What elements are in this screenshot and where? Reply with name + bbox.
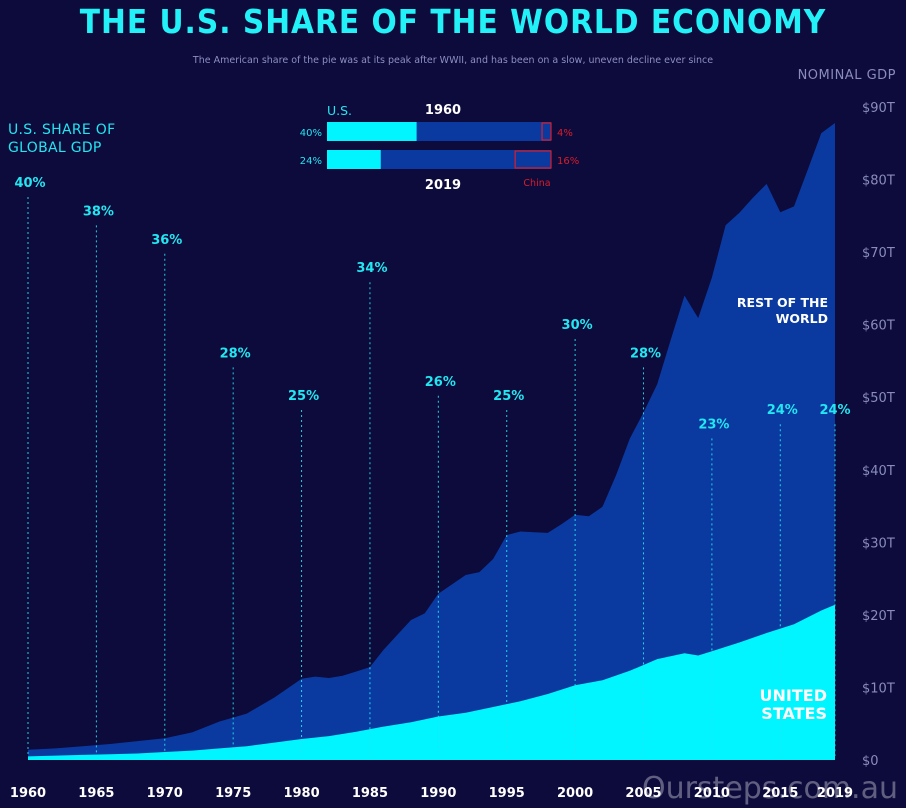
y-tick-label: $50T [862, 391, 895, 406]
inset-china-pct: 4% [557, 128, 573, 139]
x-tick-label: 1980 [283, 786, 319, 801]
x-tick-label: 1970 [147, 786, 183, 801]
share-label: 23% [698, 417, 729, 432]
y-tick-label: $90T [862, 101, 895, 116]
share-label: 26% [425, 375, 456, 390]
inset-year-1960: 1960 [425, 103, 461, 118]
united-states-label-line2: STATES [761, 704, 827, 723]
chart-text: 40% 38% 36% 28% 25% 34% 26% 25% 30% 28% 23% 24% 24% 1… [10, 101, 895, 801]
x-tick-label: 1990 [420, 786, 456, 801]
share-label: 30% [562, 318, 593, 333]
y-tick-label: $80T [862, 174, 895, 189]
area-layer [28, 123, 835, 760]
watermark-text: Oursteps.com.au [641, 771, 898, 806]
share-label: 24% [819, 403, 850, 418]
chart-subtitle: The American share of the pie was at its… [192, 55, 714, 66]
x-tick-label: 2005 [625, 786, 661, 801]
y-tick-label: $0 [862, 754, 879, 769]
x-tick-label: 1960 [10, 786, 46, 801]
y-tick-label: $10T [862, 681, 895, 696]
inset-china-pct: 16% [557, 156, 579, 167]
y-tick-label: $20T [862, 609, 895, 624]
left-axis-title: U.S. SHARE OF GLOBAL GDP [8, 122, 116, 156]
y-tick-label: $30T [862, 536, 895, 551]
united-states-label-line1: UNITED [760, 686, 827, 705]
share-label: 24% [767, 403, 798, 418]
inset-us-pct: 24% [300, 156, 322, 167]
inset-us-bar [327, 122, 417, 141]
x-tick-label: 1965 [78, 786, 114, 801]
right-axis-title: NOMINAL GDP [797, 68, 896, 83]
inset-us-pct: 40% [300, 128, 322, 139]
share-label: 38% [83, 204, 114, 219]
share-guides [27, 197, 836, 756]
x-tick-label: 1995 [489, 786, 525, 801]
inset-comparison-bars: U.S. 40% 4% 24% 16% 1960 2019 China [300, 103, 579, 193]
share-label: 40% [14, 176, 45, 191]
x-tick-label: 2000 [557, 786, 593, 801]
inset-china-box [541, 122, 552, 141]
inset-china-label: China [523, 178, 550, 189]
inset-us-bar [327, 150, 381, 169]
x-tick-label: 1975 [215, 786, 251, 801]
united-states-area [28, 604, 835, 760]
x-tick-label: 2010 [694, 786, 730, 801]
share-label: 25% [288, 389, 319, 404]
rest-of-world-label-line2: WORLD [776, 311, 828, 326]
x-tick-label: 2015 [762, 786, 798, 801]
share-label: 28% [630, 346, 661, 361]
share-label: 25% [493, 389, 524, 404]
inset-world-bar [327, 150, 551, 169]
y-tick-label: $40T [862, 464, 895, 479]
inset-china-box [514, 150, 552, 169]
y-tick-label: $70T [862, 246, 895, 261]
share-label: 28% [220, 346, 251, 361]
share-label: 34% [356, 261, 387, 276]
y-tick-label: $60T [862, 319, 895, 334]
x-tick-label: 1985 [352, 786, 388, 801]
chart-title: THE U.S. SHARE OF THE WORLD ECONOMY [79, 2, 827, 41]
rest-of-world-area [28, 123, 835, 760]
inset-us-header: U.S. [327, 103, 352, 118]
inset-year-2019: 2019 [425, 178, 461, 193]
x-tick-label: 2019 [817, 786, 853, 801]
rest-of-world-label-line1: REST OF THE [737, 295, 828, 310]
share-label: 36% [151, 233, 182, 248]
